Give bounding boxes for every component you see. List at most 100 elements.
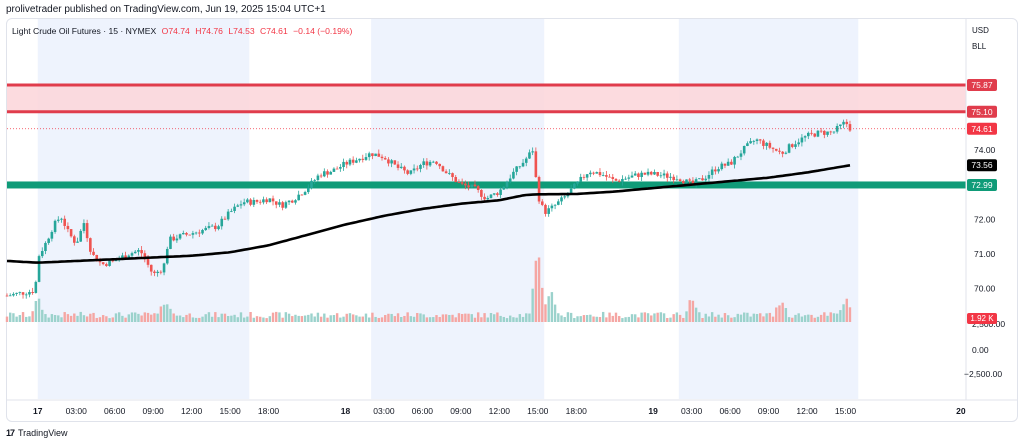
candle-body xyxy=(89,238,92,252)
candle-body xyxy=(85,223,89,239)
candle-body xyxy=(194,232,198,234)
volume-bar xyxy=(242,317,246,322)
volume-bar xyxy=(303,315,307,322)
symbol-name[interactable]: Light Crude Oil Futures · 15 · NYMEX xyxy=(12,26,157,36)
candle-body xyxy=(492,193,496,195)
candle-body xyxy=(342,161,345,168)
candle-body xyxy=(114,260,118,262)
candle-body xyxy=(319,175,323,177)
candle-body xyxy=(214,225,217,230)
volume-bar xyxy=(275,311,278,322)
volume-bar xyxy=(166,304,169,322)
candle-body xyxy=(415,168,419,170)
volume-bar xyxy=(451,314,454,322)
candle-body xyxy=(726,161,730,166)
candle-body xyxy=(659,175,663,177)
candle-body xyxy=(467,185,470,188)
volume-bar xyxy=(134,312,137,322)
volume-bar xyxy=(454,317,457,322)
volume-bar xyxy=(400,317,403,322)
candle-body xyxy=(755,139,759,142)
volume-bar xyxy=(678,314,682,322)
candle-body xyxy=(265,199,268,203)
candle-body xyxy=(576,181,579,184)
currency-unit-selector[interactable]: USD BLL xyxy=(972,26,1012,58)
volume-bar xyxy=(259,316,262,322)
candle-body xyxy=(672,176,675,181)
volume-bar xyxy=(598,316,602,322)
time-tick-label: 12:00 xyxy=(796,406,818,416)
candle-body xyxy=(82,223,86,231)
candle-body xyxy=(569,188,573,194)
time-tick-label: 09:00 xyxy=(450,406,472,416)
time-tick-label: 03:00 xyxy=(681,406,703,416)
candle-body xyxy=(409,170,413,174)
candle-body xyxy=(560,197,563,202)
candle-body xyxy=(794,144,797,147)
candle-body xyxy=(287,200,291,203)
candle-body xyxy=(153,271,156,274)
candle-body xyxy=(37,256,41,282)
candle-body xyxy=(816,130,820,137)
candle-body xyxy=(454,177,458,183)
candle-body xyxy=(323,171,326,177)
ma-value-tag-bg xyxy=(967,159,997,172)
candle-body xyxy=(502,186,506,190)
volume-bar xyxy=(140,315,143,322)
candle-body xyxy=(589,172,592,175)
volume-bar xyxy=(525,313,528,322)
candle-body xyxy=(262,199,265,203)
candle-body xyxy=(787,144,791,153)
candle-body xyxy=(223,218,227,220)
volume-bar xyxy=(178,315,182,322)
candle-body xyxy=(108,260,111,266)
volume-bar xyxy=(53,315,57,322)
volume-bar xyxy=(175,315,179,322)
candle-body xyxy=(544,204,547,214)
candle-body xyxy=(512,171,515,179)
time-tick-label: 18 xyxy=(341,406,351,416)
volume-bar xyxy=(784,308,788,322)
candle-body xyxy=(133,251,137,254)
symbol-legend[interactable]: Light Crude Oil Futures · 15 · NYMEX O74… xyxy=(12,26,355,36)
candle-body xyxy=(508,178,512,182)
candle-body xyxy=(181,232,185,235)
brand-name: TradingView xyxy=(18,428,68,438)
volume-bar xyxy=(537,257,541,322)
session-background-0 xyxy=(37,19,250,399)
volume-bar xyxy=(736,313,739,322)
volume-bar xyxy=(810,314,813,322)
candle-body xyxy=(781,151,784,154)
volume-bar xyxy=(547,296,550,322)
volume-bar xyxy=(230,315,233,322)
volume-bar xyxy=(723,313,727,322)
volume-bar xyxy=(387,313,390,322)
candle-body xyxy=(784,152,788,154)
volume-bar xyxy=(835,313,839,322)
candle-body xyxy=(730,161,733,165)
time-tick-label: 03:00 xyxy=(66,406,88,416)
candle-body xyxy=(306,187,310,193)
volume-bar xyxy=(143,312,147,322)
volume-bar xyxy=(409,316,413,322)
volume-bar xyxy=(159,306,163,322)
volume-bar xyxy=(393,316,397,322)
volume-bar xyxy=(169,308,172,322)
candle-body xyxy=(310,180,313,188)
candle-body xyxy=(688,179,692,181)
candle-body xyxy=(717,169,720,172)
candle-body xyxy=(720,163,724,170)
currency-label[interactable]: USD xyxy=(972,26,989,35)
unit-label[interactable]: BLL xyxy=(972,42,987,51)
volume-bar xyxy=(672,314,675,322)
candle-body xyxy=(294,200,297,203)
candle-body xyxy=(605,175,608,177)
candle-body xyxy=(12,293,15,296)
volume-bar xyxy=(771,316,775,322)
volume-tag: 1.92 K xyxy=(970,314,994,323)
candle-body xyxy=(480,189,483,197)
volume-bar xyxy=(137,313,140,322)
candle-body xyxy=(842,121,845,125)
volume-bar xyxy=(172,313,175,322)
